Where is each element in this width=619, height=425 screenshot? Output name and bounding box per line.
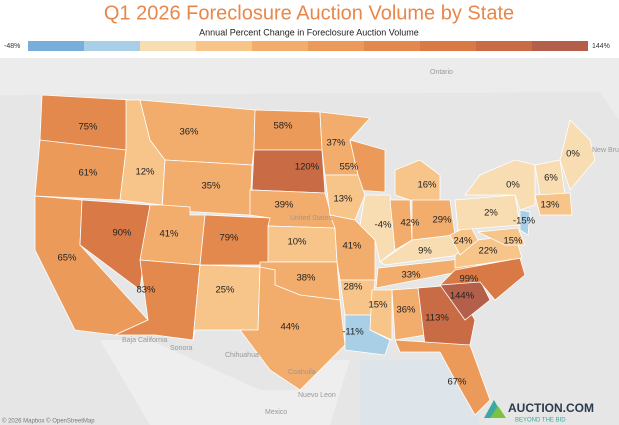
legend-swatch [532, 41, 588, 51]
basemap-label: United States [290, 215, 333, 222]
state-value-label: 113% [425, 313, 449, 324]
state-value-label: 33% [401, 270, 421, 281]
state-value-label: 61% [78, 168, 98, 179]
state-value-label: 25% [215, 285, 235, 296]
title: Q1 2026 Foreclosure Auction Volume by St… [104, 2, 514, 24]
state-value-label: 41% [342, 241, 362, 252]
state-value-label: 120% [295, 162, 320, 173]
legend-swatch [476, 41, 532, 51]
state-value-label: 36% [396, 305, 416, 316]
state-value-label: 144% [450, 291, 475, 302]
state-value-label: 38% [296, 273, 316, 284]
brand-tagline: BEYOND THE BID [515, 418, 566, 424]
state-value-label: 15% [368, 300, 388, 311]
state-value-label: 39% [274, 200, 294, 211]
states [34, 94, 596, 416]
state [369, 289, 393, 341]
basemap-label: Sonora [170, 345, 193, 352]
state [519, 209, 531, 236]
state [394, 339, 491, 416]
basemap-label: New Brunswick [592, 147, 619, 154]
legend-swatch [196, 41, 252, 51]
state [464, 159, 536, 211]
basemap-label: Mexico [265, 409, 287, 416]
attribution: © 2026 Mapbox © OpenStreetMap [2, 418, 95, 425]
gulf [360, 360, 480, 425]
legend-max: 144% [592, 43, 610, 50]
state-value-label: -4% [375, 220, 392, 231]
state-value-label: 36% [179, 127, 199, 138]
legend-swatch [420, 41, 476, 51]
state-value-label: 24% [453, 236, 473, 247]
state-value-label: 10% [287, 237, 307, 248]
state-value-label: 79% [219, 233, 239, 244]
state-value-label: 6% [544, 173, 558, 184]
legend-swatch [252, 41, 308, 51]
state-value-label: 0% [506, 180, 520, 191]
state-value-label: 75% [78, 122, 98, 133]
legend-min: -48% [4, 43, 20, 50]
state [324, 174, 366, 221]
state [534, 192, 573, 216]
state-value-label: 41% [159, 229, 179, 240]
basemap-label: Chihuahua [225, 352, 259, 359]
state-value-label: 28% [343, 282, 363, 293]
state-value-label: 16% [417, 180, 437, 191]
state-value-label: 15% [503, 236, 523, 247]
state [476, 227, 526, 246]
state-value-label: 99% [459, 274, 479, 285]
state-value-label: 55% [339, 162, 359, 173]
state [559, 119, 596, 191]
legend-swatch [364, 41, 420, 51]
legend-swatch [140, 41, 196, 51]
legend-title: Annual Percent Change in Foreclosure Auc… [199, 27, 419, 37]
state [192, 264, 261, 341]
basemap-label: Coahuila [288, 369, 316, 376]
legend [28, 41, 588, 51]
state-value-label: 44% [280, 322, 300, 333]
state-value-label: 2% [484, 208, 498, 219]
mexico [100, 340, 350, 425]
logo-icon [490, 406, 506, 418]
legend-swatch [308, 41, 364, 51]
state-value-label: 13% [333, 194, 353, 205]
legend-swatch [28, 41, 84, 51]
state-value-label: 58% [273, 121, 293, 132]
state-value-label: -11% [342, 327, 364, 338]
state-value-label: 35% [201, 181, 221, 192]
basemap-label: Ontario [430, 69, 453, 76]
state [79, 199, 151, 291]
state-value-label: 65% [57, 253, 77, 264]
labels: 75% 61% 65% 90% 12% 36% 35% 41% 83% 79% 25% 58% 120%… [57, 121, 580, 388]
state-value-label: 22% [478, 246, 498, 257]
state-value-label: 9% [418, 246, 432, 257]
state-value-label: 13% [540, 200, 560, 211]
state-value-label: 12% [135, 167, 155, 178]
canada [0, 58, 619, 120]
state-value-label: 37% [326, 138, 346, 149]
legend-swatch [84, 41, 140, 51]
state-value-label: 0% [566, 149, 580, 160]
basemap-label: Nuevo Leon [298, 392, 336, 399]
basemap-label: Baja California [122, 337, 168, 344]
state-value-label: 67% [447, 377, 467, 388]
state-value-label: 42% [400, 218, 420, 229]
state-value-label: 29% [432, 215, 452, 226]
state-value-label: 90% [112, 228, 132, 239]
brand-name: AUCTION.COM [508, 401, 594, 415]
state-value-label: -15% [513, 216, 536, 227]
state-value-label: 83% [136, 285, 156, 296]
